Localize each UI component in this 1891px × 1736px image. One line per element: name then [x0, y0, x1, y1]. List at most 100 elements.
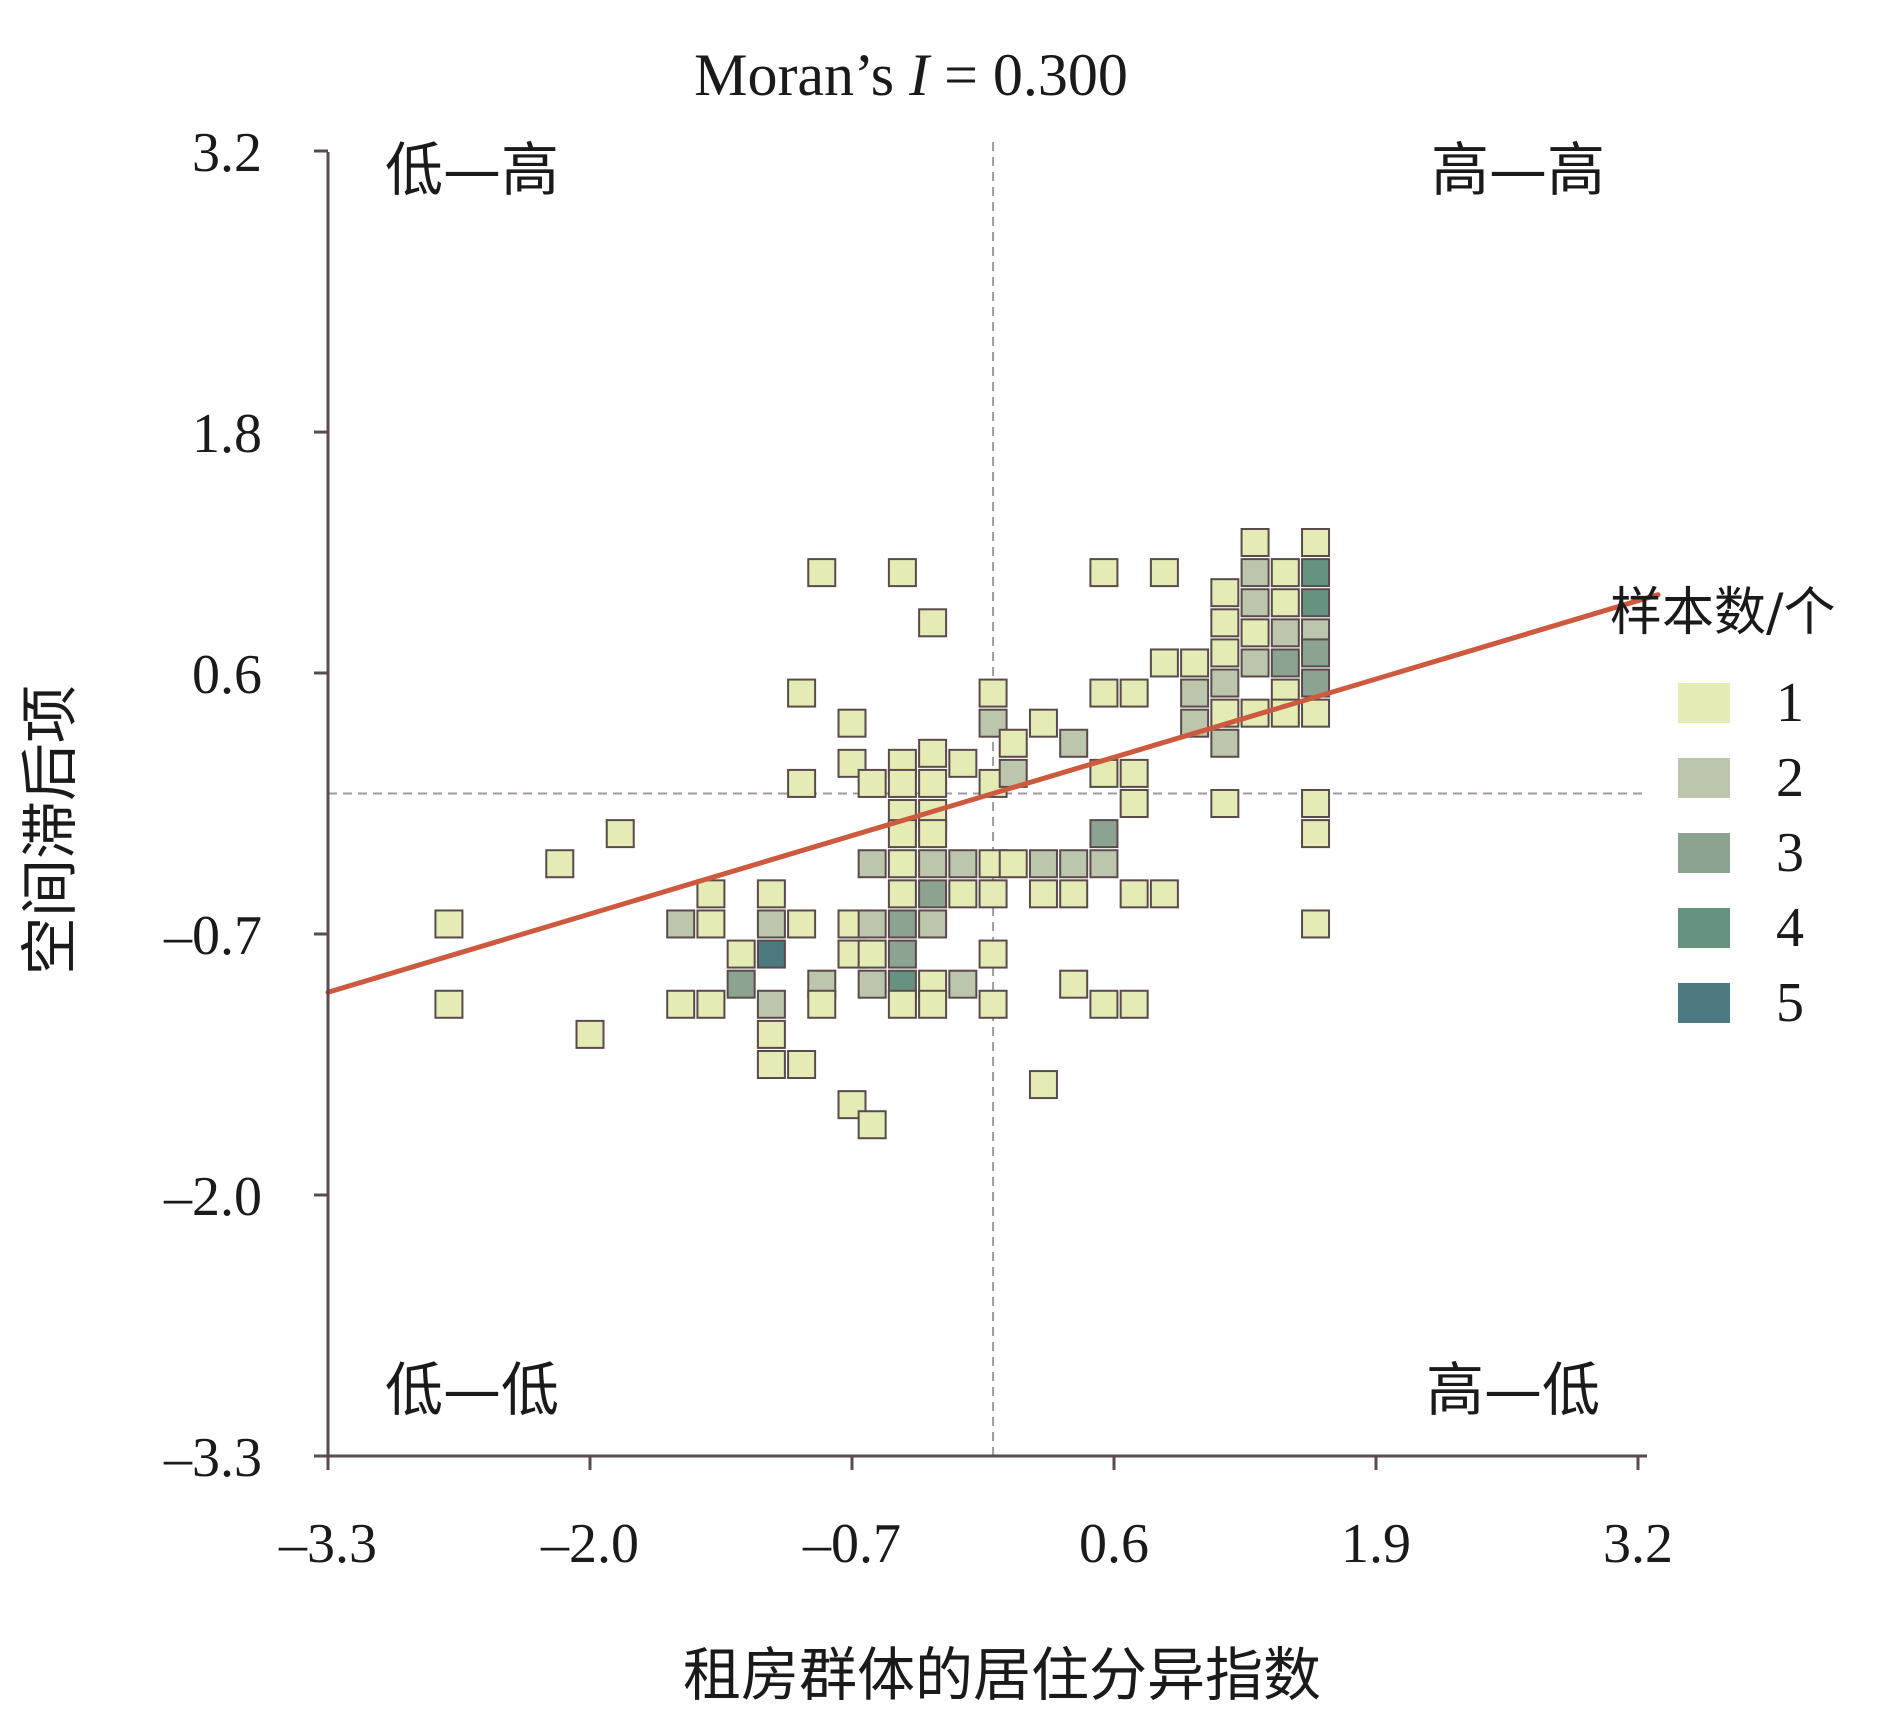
data-cell — [756, 909, 786, 939]
data-cell — [807, 989, 837, 1019]
data-cell — [887, 879, 917, 909]
data-cell — [1301, 588, 1331, 618]
data-cell — [1028, 849, 1058, 879]
data-cell — [726, 969, 756, 999]
data-cell — [434, 909, 464, 939]
data-cell — [978, 939, 1008, 969]
data-cell — [1028, 1070, 1058, 1100]
data-cell — [1119, 758, 1149, 788]
data-cell — [948, 748, 978, 778]
data-cell — [787, 678, 817, 708]
axes — [326, 152, 1647, 1458]
data-cell — [1210, 578, 1240, 608]
chart-title-italic: I — [908, 42, 932, 108]
regression-line — [325, 592, 1661, 995]
x-axis-ticks: –3.3 –2.0 –0.7 0.6 1.9 3.2 — [278, 1456, 1673, 1575]
data-cell — [918, 989, 948, 1019]
chart-title: Moran’s I = 0.300 — [694, 42, 1128, 108]
data-cell — [756, 1050, 786, 1079]
data-cell — [857, 768, 887, 798]
data-cell — [918, 849, 948, 879]
data-cell — [1119, 789, 1149, 818]
x-tick-label: –2.0 — [540, 1513, 639, 1575]
data-cell — [1240, 588, 1270, 618]
data-cells — [434, 528, 1331, 1140]
quadrant-label-low-high: 低—高 — [385, 136, 559, 204]
data-cell — [1210, 728, 1240, 758]
data-cell — [1059, 849, 1089, 879]
y-axis-ticks: –3.3 –2.0 –0.7 0.6 1.8 3.2 — [163, 122, 328, 1489]
data-cell — [978, 678, 1008, 708]
legend-label: 1 — [1776, 672, 1804, 734]
data-cell — [756, 879, 786, 909]
chart-title-prefix: Moran’s — [694, 42, 909, 108]
x-tick-label: 0.6 — [1079, 1513, 1149, 1575]
data-cell — [726, 939, 756, 969]
legend-swatch — [1678, 758, 1730, 798]
data-cell — [998, 849, 1028, 879]
data-cell — [756, 989, 786, 1019]
data-cell — [837, 708, 867, 738]
data-cell — [1149, 879, 1179, 909]
data-cell — [857, 909, 887, 939]
data-cell — [948, 969, 978, 999]
data-cell — [948, 879, 978, 909]
data-cell — [887, 939, 917, 969]
data-cell — [1240, 558, 1270, 588]
legend-label: 4 — [1776, 897, 1804, 959]
data-cell — [1028, 708, 1058, 738]
data-cell — [696, 879, 726, 909]
data-cell — [1210, 789, 1240, 818]
data-cell — [1089, 819, 1119, 849]
data-cell — [1149, 648, 1179, 678]
legend-label: 3 — [1776, 822, 1804, 884]
data-cell — [696, 989, 726, 1019]
regression-line-group — [325, 592, 1661, 995]
data-cell — [948, 849, 978, 879]
x-tick-label: –0.7 — [802, 1513, 901, 1575]
legend-title: 样本数/个 — [1610, 583, 1836, 643]
data-cell — [1270, 618, 1300, 648]
data-cell — [887, 989, 917, 1019]
y-tick-label: 0.6 — [192, 644, 262, 706]
data-cell — [1301, 528, 1331, 557]
data-cell — [887, 768, 917, 798]
data-cell — [857, 849, 887, 879]
data-cell — [918, 768, 948, 798]
legend-label: 5 — [1776, 972, 1804, 1034]
data-cell — [1240, 648, 1270, 678]
data-cell — [787, 909, 817, 939]
data-cell — [1059, 969, 1089, 999]
data-cell — [1270, 588, 1300, 618]
data-cell — [887, 558, 917, 588]
chart-title-suffix: = 0.300 — [929, 42, 1128, 108]
data-cell — [1059, 879, 1089, 909]
data-cell — [1270, 648, 1300, 678]
data-cell — [1270, 558, 1300, 588]
data-cell — [756, 1019, 786, 1049]
data-cell — [978, 879, 1008, 909]
data-cell — [918, 608, 948, 638]
data-cell — [918, 909, 948, 939]
quadrant-label-high-low: 高—低 — [1426, 1356, 1600, 1424]
data-cell — [434, 989, 464, 1019]
data-cell — [887, 849, 917, 879]
data-cell — [1301, 789, 1331, 818]
legend-swatch — [1678, 833, 1730, 873]
legend-items: 1 2 3 4 5 — [1678, 672, 1804, 1034]
data-cell — [1301, 819, 1331, 849]
y-axis-label: 空间滞后项 — [16, 685, 84, 975]
data-cell — [1119, 879, 1149, 909]
data-cell — [1119, 989, 1149, 1019]
data-cell — [1149, 558, 1179, 588]
data-cell — [1240, 528, 1270, 557]
y-tick-label: –2.0 — [163, 1166, 262, 1228]
data-cell — [696, 909, 726, 939]
data-cell — [666, 909, 696, 939]
data-cell — [1301, 558, 1331, 588]
x-tick-label: –3.3 — [278, 1513, 377, 1575]
data-cell — [787, 768, 817, 798]
y-tick-label: –3.3 — [163, 1427, 262, 1489]
legend-swatch — [1678, 983, 1730, 1023]
